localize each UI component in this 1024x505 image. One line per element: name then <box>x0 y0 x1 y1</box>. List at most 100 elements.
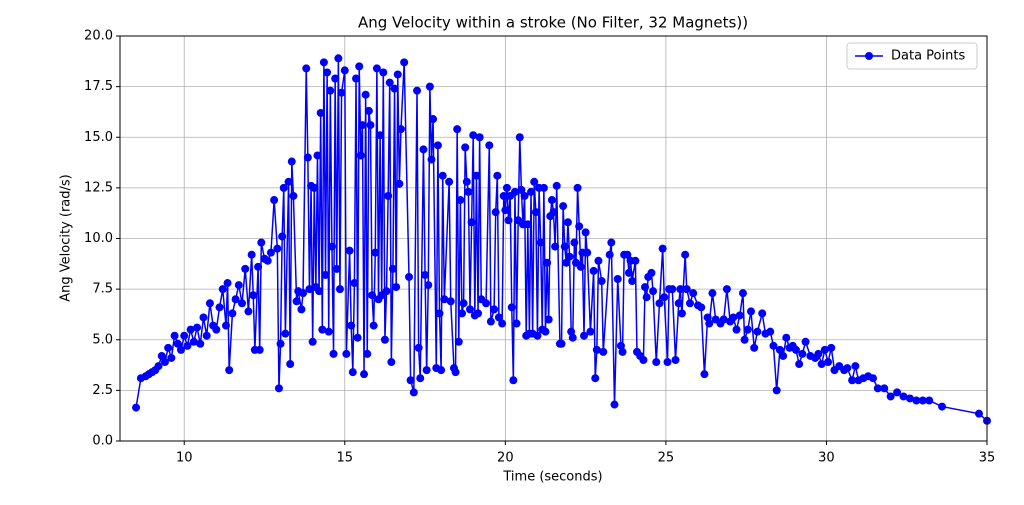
data-point <box>270 196 279 205</box>
data-point <box>782 333 791 342</box>
data-point <box>639 356 648 364</box>
data-point <box>225 366 234 375</box>
data-point <box>647 268 656 277</box>
data-point <box>610 400 619 409</box>
data-point <box>416 374 425 383</box>
data-point <box>655 299 664 308</box>
data-point <box>668 285 677 294</box>
data-point <box>925 396 934 405</box>
data-point <box>772 386 781 395</box>
data-point <box>364 106 373 115</box>
data-point <box>641 283 650 292</box>
data-point <box>512 319 521 328</box>
data-point <box>912 396 921 405</box>
data-point <box>160 358 169 367</box>
data-point <box>154 362 163 371</box>
data-point <box>530 177 539 186</box>
data-point <box>421 270 430 279</box>
data-point <box>425 82 434 91</box>
data-point <box>456 196 465 205</box>
data-point <box>623 250 632 259</box>
data-point <box>254 262 263 271</box>
data-point <box>382 287 391 296</box>
data-point <box>419 145 428 154</box>
data-point <box>740 335 749 344</box>
data-point <box>409 388 418 397</box>
data-point <box>221 321 230 330</box>
data-point <box>551 242 560 251</box>
data-point <box>244 307 253 316</box>
data-point <box>873 384 882 393</box>
data-point <box>440 295 449 304</box>
data-point <box>677 309 686 318</box>
data-point <box>586 327 595 336</box>
data-point <box>649 287 658 296</box>
data-point <box>461 143 470 152</box>
data-point <box>851 362 860 371</box>
y-axis-label: Ang Velocity (rad/s) <box>59 174 74 302</box>
data-point <box>276 339 285 348</box>
data-point <box>869 374 878 383</box>
data-point <box>795 360 804 369</box>
data-point <box>581 228 590 237</box>
data-point <box>303 153 312 162</box>
data-point <box>372 64 381 73</box>
data-point <box>562 258 571 267</box>
y-tick-label: 20.0 <box>84 29 113 44</box>
data-point <box>384 191 393 200</box>
data-point <box>570 238 579 247</box>
legend-box <box>846 42 978 70</box>
data-point <box>491 208 500 217</box>
data-point <box>533 331 542 340</box>
data-point <box>228 309 237 318</box>
data-point <box>501 206 510 215</box>
data-point <box>274 384 283 393</box>
data-point <box>238 299 247 308</box>
data-point <box>682 285 691 294</box>
data-point <box>331 74 340 83</box>
data-point <box>326 86 335 95</box>
data-point <box>509 376 518 385</box>
data-point <box>493 171 502 180</box>
data-point <box>938 402 947 411</box>
data-point <box>363 349 372 358</box>
data-point <box>356 151 365 160</box>
data-point <box>697 303 706 312</box>
data-point <box>700 370 709 379</box>
data-point <box>531 208 540 217</box>
data-point <box>576 262 585 271</box>
data-point <box>674 299 683 308</box>
data-point <box>843 364 852 373</box>
data-point <box>371 248 380 257</box>
data-point <box>498 319 507 328</box>
data-point <box>462 177 471 186</box>
data-point <box>387 358 396 367</box>
data-point <box>880 384 889 393</box>
data-point <box>427 155 436 164</box>
data-point <box>335 285 344 294</box>
y-tick-label: 7.5 <box>92 282 113 297</box>
data-point <box>368 291 377 300</box>
data-point <box>413 86 422 95</box>
data-point <box>273 244 282 253</box>
data-point <box>681 250 690 259</box>
data-point <box>392 283 401 292</box>
data-point <box>893 388 902 397</box>
data-point <box>313 151 322 160</box>
data-point <box>327 242 336 251</box>
data-point <box>974 409 983 418</box>
data-point <box>405 272 413 281</box>
data-point <box>628 277 637 286</box>
y-tick-label: 17.5 <box>84 79 113 94</box>
data-point <box>467 218 476 227</box>
ticks: 10 15 20 25 30 35 0.0 2.5 5.0 7.5 10.0 12.5 15.0 17.5… <box>84 29 995 466</box>
data-point <box>775 345 784 354</box>
data-point <box>817 360 826 369</box>
data-point <box>438 171 447 180</box>
data-point <box>422 366 431 375</box>
data-point <box>769 341 778 350</box>
data-point <box>918 396 927 405</box>
data-point <box>379 68 388 77</box>
data-point <box>652 358 661 367</box>
data-point <box>424 281 433 290</box>
